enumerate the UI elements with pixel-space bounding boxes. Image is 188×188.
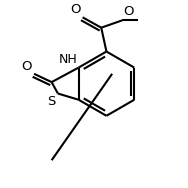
Text: O: O bbox=[21, 60, 32, 73]
Text: O: O bbox=[123, 5, 133, 18]
Text: NH: NH bbox=[59, 52, 78, 66]
Text: S: S bbox=[47, 95, 56, 108]
Text: O: O bbox=[70, 3, 80, 16]
